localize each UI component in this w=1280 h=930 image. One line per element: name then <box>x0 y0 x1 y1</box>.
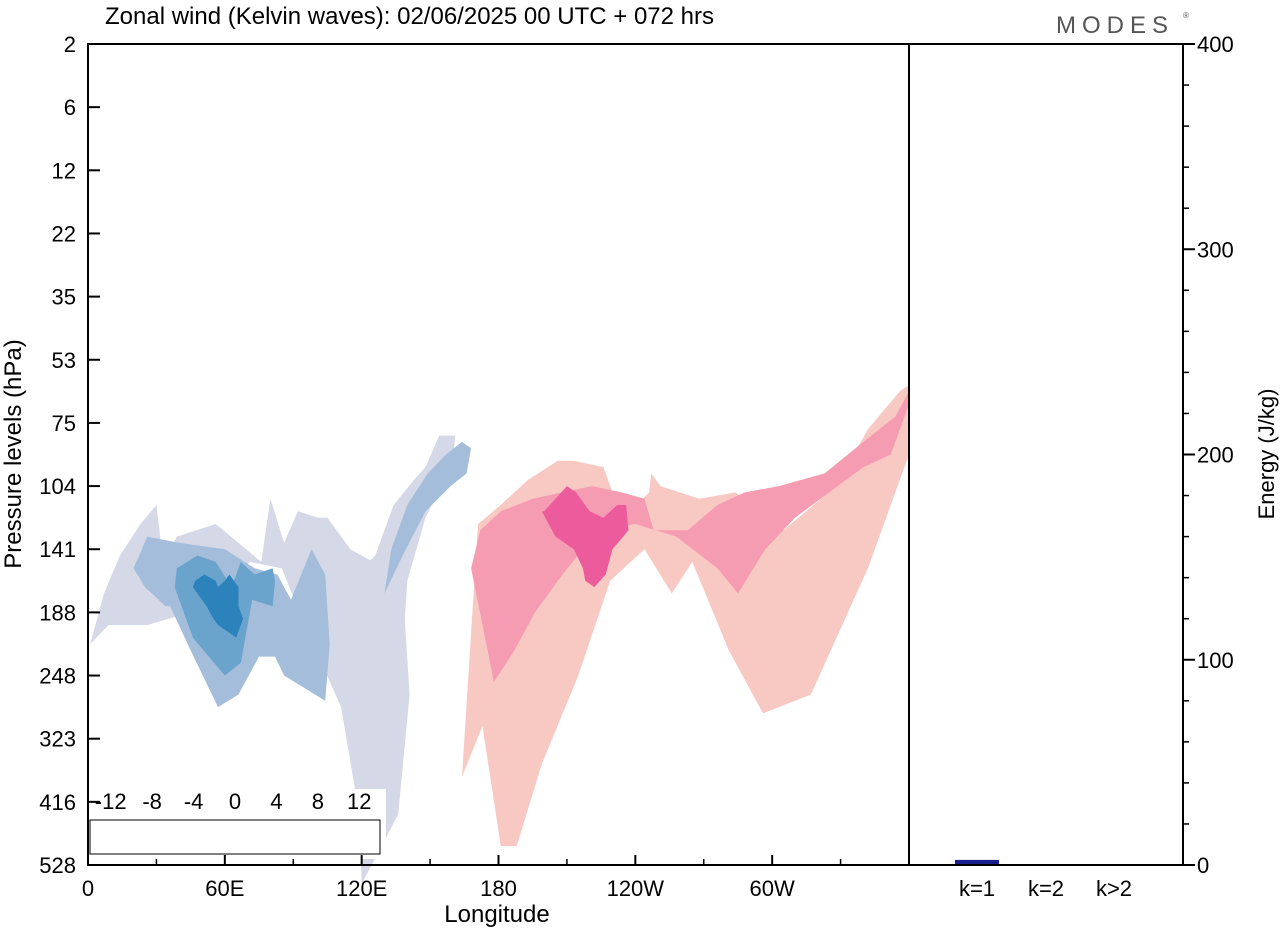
colorbar-label: 0 <box>229 789 241 814</box>
energy-category-label: k>2 <box>1096 876 1132 901</box>
y-tick-label: 104 <box>39 474 76 499</box>
energy-x-axis: k=1 k=2 k>2 <box>959 876 1132 901</box>
x-tick-label: 60E <box>205 876 244 901</box>
energy-y-axis: 0 100 200 300 400 <box>1183 32 1234 878</box>
colorbar-label: 12 <box>347 789 371 814</box>
energy-tick-label: 200 <box>1197 443 1234 468</box>
x-tick-label: 180 <box>480 876 517 901</box>
x-tick-label: 60W <box>750 876 795 901</box>
wind-contour-neg2-4 <box>354 435 456 758</box>
energy-bar-1 <box>955 859 999 865</box>
x-tick-label: 120E <box>336 876 387 901</box>
wind-contour-pos6-8 <box>541 486 629 588</box>
y-tick-label: 248 <box>39 664 76 689</box>
y-axis: 2 6 12 22 35 53 75 104 141 188 248 323 416 528 <box>39 32 100 878</box>
colorbar-label: -8 <box>142 789 162 814</box>
x-tick-label: 120W <box>607 876 665 901</box>
y-tick-label: 323 <box>39 727 76 752</box>
energy-tick-label: 0 <box>1197 853 1209 878</box>
energy-tick-label: 400 <box>1197 32 1234 57</box>
y-tick-label: 6 <box>64 95 76 120</box>
colorbar-label: 8 <box>312 789 324 814</box>
x-axis: 0 60E 120E 180 120W 60W <box>82 855 842 901</box>
y-axis-label: Pressure levels (hPa) <box>0 339 27 568</box>
energy-tick-label: 300 <box>1197 237 1234 262</box>
y-tick-label: 416 <box>39 790 76 815</box>
y-tick-label: 528 <box>39 853 76 878</box>
chart-title: Zonal wind (Kelvin waves): 02/06/2025 00… <box>105 3 714 30</box>
hovmoller-plot <box>90 385 909 884</box>
wind-contour-neg8-3 <box>192 574 244 638</box>
colorbar-label: -4 <box>184 789 204 814</box>
colorbar: -12 -8 -4 0 4 8 12 <box>88 789 386 859</box>
y-tick-label: 2 <box>64 32 76 57</box>
y-tick-label: 35 <box>52 285 76 310</box>
y-tick-label: 188 <box>39 600 76 625</box>
wind-field <box>90 385 909 884</box>
energy-axis-label: Energy (J/kg) <box>1254 389 1279 520</box>
modes-logo: MODES <box>1056 12 1174 39</box>
y-tick-label: 22 <box>52 221 76 246</box>
colorbar-outline <box>89 819 381 855</box>
energy-tick-label: 100 <box>1197 648 1234 673</box>
colorbar-background <box>88 789 386 859</box>
energy-category-label: k=1 <box>959 876 995 901</box>
y-tick-label: 75 <box>52 411 76 436</box>
logo-registered-mark: ® <box>1183 11 1189 20</box>
y-tick-label: 53 <box>52 348 76 373</box>
energy-plot-frame <box>908 43 1184 866</box>
y-tick-label: 141 <box>39 537 76 562</box>
colorbar-label: 4 <box>270 789 282 814</box>
y-tick-label: 12 <box>52 158 76 183</box>
colorbar-labels: -12 -8 -4 0 4 8 12 <box>95 789 372 814</box>
x-axis-label: Longitude <box>444 901 549 928</box>
x-tick-label: 0 <box>82 876 94 901</box>
wind-contour-pos4-7 <box>471 391 909 682</box>
wind-contour-neg4-5 <box>384 441 472 594</box>
energy-category-label: k=2 <box>1028 876 1064 901</box>
colorbar-label: -12 <box>95 789 127 814</box>
colorbar-swatches <box>89 819 381 855</box>
